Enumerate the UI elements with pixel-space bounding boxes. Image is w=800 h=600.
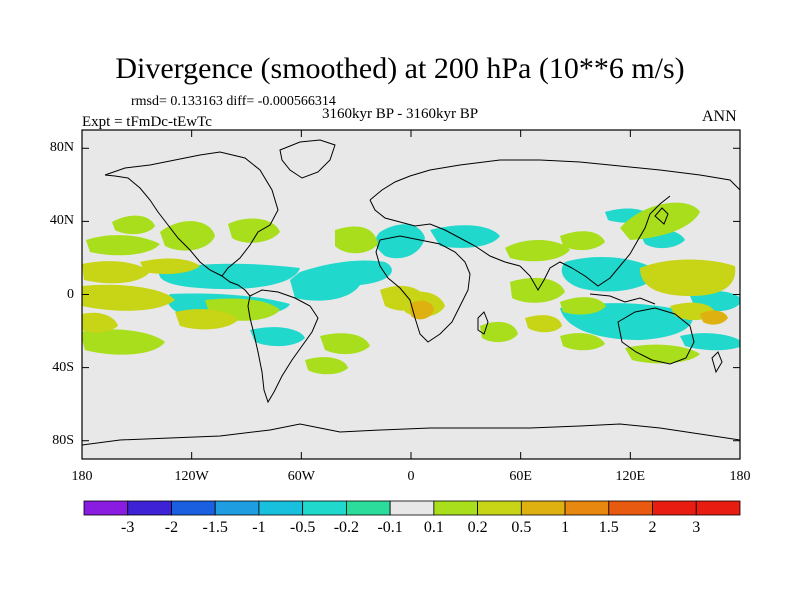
colorbar-label: 0.1 [423,519,444,536]
lon-label: 120E [615,469,646,484]
divergence-region [112,215,155,235]
divergence-region [82,284,175,311]
divergence-region [320,333,370,355]
coastline-africa [375,235,471,343]
lon-label: 0 [407,469,415,484]
divergence-region [620,202,700,240]
divergence-region [700,310,728,325]
divergence-region [140,258,200,274]
coastline-new-zealand [711,351,723,374]
colorbar-box [345,500,391,516]
divergence-region [305,357,348,375]
lat-label: 40S [52,359,74,375]
experiment-label: Expt = tFmDc-tEwTc [82,114,212,130]
coastline-east-asia [571,195,671,287]
divergence-region [160,221,215,251]
divergence-region [561,257,660,292]
lon-label: 180 [729,469,751,484]
colorbar-box [83,500,129,516]
colorbar-label: -0.2 [333,519,360,536]
divergence-region [250,327,305,347]
divergence-region [560,333,605,351]
colorbar-label: 2 [648,519,657,536]
lat-label: 40N [49,213,74,229]
coastline-japan [654,207,669,225]
coastline-gulf [104,174,223,277]
divergence-region [159,263,300,290]
coastline-north-america [104,151,279,297]
divergence-region [525,315,562,333]
divergence-region [410,300,434,320]
colorbar-label: -1 [252,519,266,536]
coastline-madagascar [477,311,489,335]
coastline-south-america [247,289,319,404]
colorbar-box [652,500,697,516]
divergence-region [640,259,736,296]
colorbar-box [608,500,653,516]
divergence-region [510,277,565,303]
colorbar-box [564,500,610,516]
colorbar-label: 3 [692,519,701,536]
divergence-region [480,321,518,343]
divergence-region [82,312,118,333]
colorbar-box [214,500,260,516]
colorbar-label: -0.1 [377,519,403,536]
divergence-region [560,297,606,315]
colorbar-box [302,500,347,516]
divergence-region [82,261,150,284]
coastline-antarctica [82,423,740,446]
divergence-region [625,344,700,364]
colorbar-box [171,500,216,516]
colorbar-label: -1.5 [202,519,228,536]
divergence-region [290,273,360,301]
coastline-indonesia [589,293,656,305]
lon-label: 120W [174,469,209,484]
coastline-australia [617,307,695,365]
stats-label: rmsd= 0.133163 diff= -0.000566314 [131,94,336,109]
divergence-region [82,329,165,355]
colorbar-label: 1 [561,519,570,536]
colorbar-label: -0.5 [289,519,316,536]
coastlines [82,139,740,446]
lon-label: 180 [71,469,93,484]
colorbar-label: 0.5 [511,519,532,536]
colorbar-box [477,500,522,516]
lon-label: 60E [509,469,532,484]
colorbar-box [389,500,435,516]
divergence-region [175,309,238,330]
colorbar-label: -2 [164,519,179,536]
colorbar-label: -3 [121,519,135,536]
coastline-india [519,261,573,291]
colorbar-box [258,500,304,516]
colorbar-box [127,500,172,516]
colorbar-box [695,500,741,516]
divergence-region [680,333,740,351]
coastline-europe-south [369,199,521,267]
divergence-region [375,224,425,259]
lat-label: 80S [52,432,74,448]
colorbar-box [520,500,566,516]
season-label: ANN [702,108,737,125]
period-label: 3160kyr BP - 3160kyr BP [322,106,479,122]
colorbar-label: 0.2 [467,519,488,536]
axis-ticks [81,130,741,459]
colorbar-label: 1.5 [598,519,619,536]
divergence-field [82,202,740,375]
divergence-region [335,226,378,254]
divergence-region [505,239,570,262]
chart-title: Divergence (smoothed) at 200 hPa (10**6 … [115,52,685,85]
lat-label: 80N [49,140,74,156]
lat-label: 0 [67,286,74,302]
divergence-region [560,231,605,251]
divergence-region [86,235,160,256]
colorbar-box [433,500,479,516]
coastline-greenland [279,139,336,179]
divergence-region [228,218,280,243]
coastline-europe-asia [369,159,740,201]
lon-label: 60W [287,469,315,484]
